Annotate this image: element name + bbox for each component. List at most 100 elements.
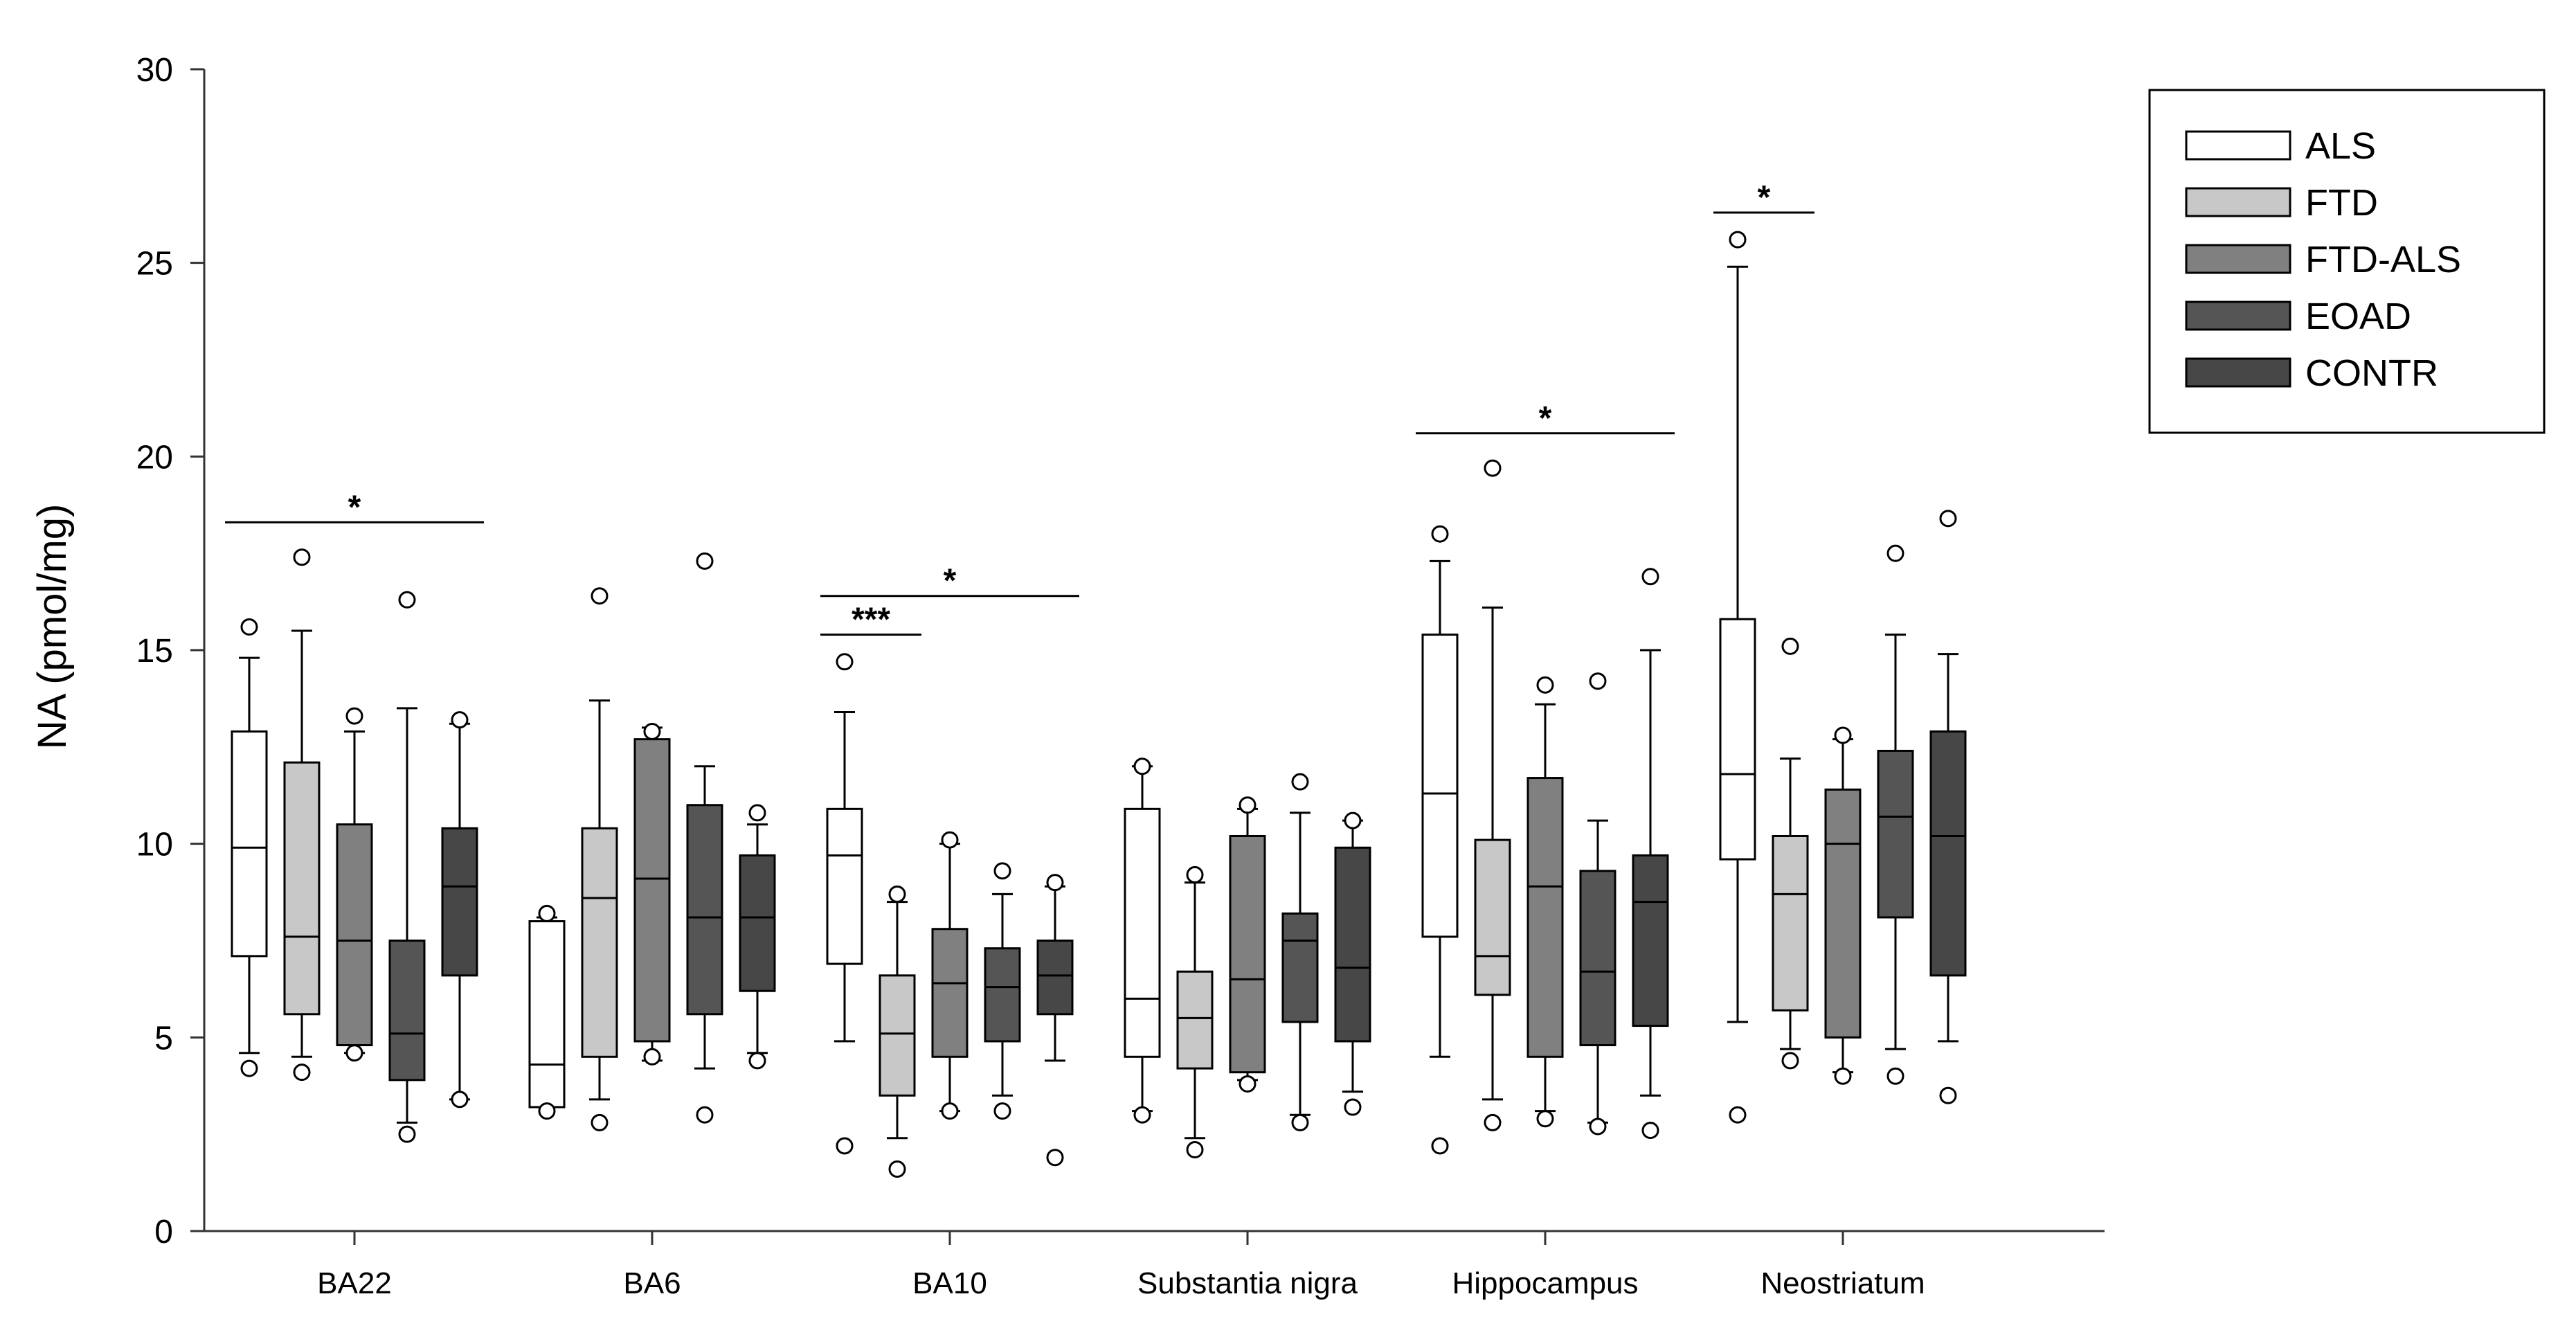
box-body [528,920,566,1109]
box-body [1719,618,1756,861]
box-body [1036,940,1074,1016]
box-body [1176,970,1214,1070]
box-body [441,827,478,977]
outlier-point [1886,1067,1904,1085]
box [441,711,478,1109]
outlier-point [1939,1086,1957,1104]
outlier-point [1046,1149,1064,1167]
box-body [231,730,268,958]
outlier-point [1641,1122,1659,1140]
box-body [1526,777,1564,1058]
significance-label: * [348,489,361,526]
legend-label: FTD [2305,182,2378,224]
outlier-point [1344,1098,1362,1116]
outlier-point [1133,1106,1151,1124]
box-groups [231,231,1967,1178]
box [1929,510,1967,1104]
box-body [581,827,618,1058]
box-body [984,947,1021,1043]
outlier-point [1641,568,1659,586]
box [388,591,426,1143]
legend-label: CONTR [2305,352,2438,394]
box [1719,231,1756,1124]
box-body [1334,846,1371,1043]
x-tick-label: BA22 [317,1266,392,1300]
outlier-point [748,804,766,822]
legend-label: ALS [2305,125,2376,167]
outlier-point [941,1102,959,1120]
box [1036,874,1074,1167]
y-axis-ticks: 0 5 10 15 20 25 30 [136,52,204,1250]
outlier-point [1431,1137,1449,1155]
box-body [1877,749,1914,919]
significance-label: *** [852,602,890,638]
y-tick-label: 15 [136,633,173,670]
box-body [1772,834,1809,1012]
box [283,548,321,1082]
y-tick-label: 25 [136,246,173,282]
box-body [1579,870,1616,1047]
box [739,804,776,1070]
legend: ALS FTD FTD-ALS EOAD CONTR [2148,89,2546,434]
box-body [633,738,671,1043]
legend-swatch [2185,244,2291,274]
y-tick-label: 30 [136,52,173,89]
outlier-point [345,1044,363,1062]
box-body [739,854,776,992]
legend-swatch [2185,130,2291,161]
legend-swatch [2185,300,2291,331]
outlier-point [1431,525,1449,543]
outlier-point [398,1125,416,1143]
legend-item: CONTR [2185,352,2438,394]
outlier-point [591,587,609,605]
outlier-point [591,1113,609,1131]
outlier-point [1939,510,1957,528]
outlier-point [993,862,1011,880]
outlier-point [643,1048,661,1066]
outlier-point [696,1106,714,1124]
outlier-point [538,1102,556,1120]
legend-item: EOAD [2185,296,2411,337]
box-body [931,928,969,1058]
box-body [879,974,916,1097]
box-body [1124,807,1161,1058]
outlier-point [696,552,714,570]
box [1421,525,1459,1155]
significance-label: * [1758,179,1771,216]
legend-items: ALS FTD FTD-ALS EOAD CONTR [2185,125,2461,394]
box [336,707,373,1062]
box-body [1824,788,1862,1039]
box-group [231,548,478,1143]
outlier-point [1344,811,1362,829]
outlier-point [451,711,469,729]
outlier-point [1834,726,1852,744]
outlier-point [1781,637,1799,655]
x-axis-ticks: BA22 BA6 BA10 Substantia nigra Hippocampus Ne… [317,1231,1925,1300]
outlier-point [888,885,906,903]
box [528,904,566,1120]
outlier-point [1729,1106,1747,1124]
outlier-point [240,618,258,636]
outlier-point [1834,1067,1852,1085]
x-tick-label: Neostriatum [1760,1266,1925,1300]
box-body [1632,854,1669,1028]
box [879,885,916,1178]
box [633,722,671,1066]
box-group [1719,231,1967,1124]
outlier-point [836,653,854,671]
outlier-point [748,1052,766,1070]
significance-annotations: ******* [225,179,1814,638]
outlier-point [398,591,416,609]
box [826,653,863,1155]
box [1579,672,1616,1136]
box-body [1421,634,1459,938]
y-tick-label: 5 [154,1020,173,1057]
x-tick-label: BA6 [623,1266,681,1300]
y-tick-label: 0 [154,1214,173,1250]
box [1176,865,1214,1159]
outlier-point [240,1059,258,1077]
box [686,552,723,1124]
outlier-point [345,707,363,725]
box-body [686,804,723,1016]
